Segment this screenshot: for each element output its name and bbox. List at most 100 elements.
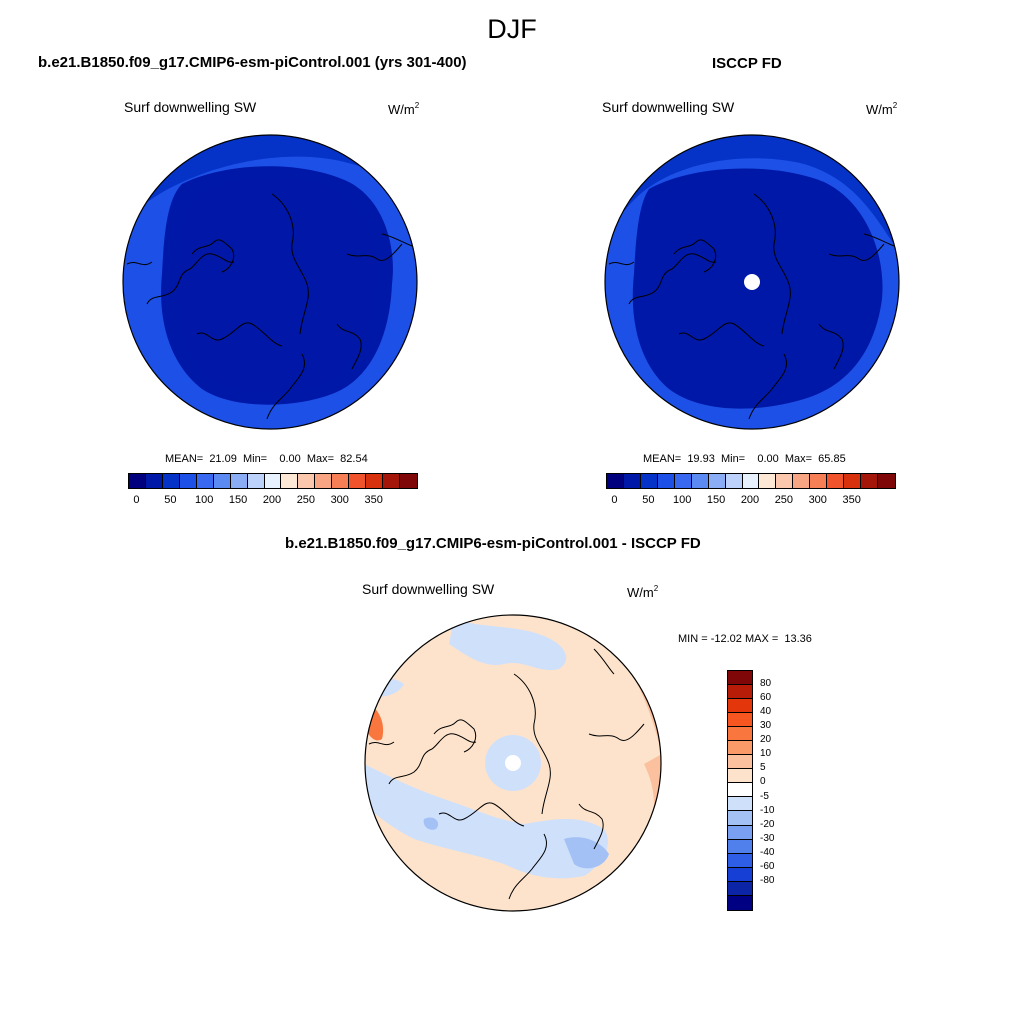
colorbar-tick-label: 50: [164, 494, 177, 506]
colorbar-tick-label: 200: [262, 494, 282, 506]
colorbar-tick-label: 250: [774, 494, 794, 506]
colorbar-tick-label: 10: [760, 748, 772, 760]
colorbar-tick-label: -30: [760, 832, 775, 844]
diff-colorbar-labels: 80 60 40 30 20 10 5 0 -5 -10 -20 -30 -40 -60 -80: [760, 670, 800, 909]
panel1-title: b.e21.B1850.f09_g17.CMIP6-esm-piControl.…: [38, 54, 467, 71]
colorbar-tick-label: 250: [296, 494, 316, 506]
colorbar-swatch: [728, 713, 752, 728]
colorbar-swatch: [674, 474, 692, 488]
colorbar-swatch: [640, 474, 658, 488]
colorbar-swatch: [213, 474, 231, 488]
panel1-colorbar: [128, 473, 418, 489]
colorbar-tick-label: 0: [133, 494, 140, 506]
colorbar-swatch: [728, 895, 752, 910]
colorbar-swatch: [728, 727, 752, 742]
panel2-polar-map: [604, 134, 900, 430]
panel1-stats: MEAN= 21.09 Min= 0.00 Max= 82.54: [165, 453, 368, 465]
colorbar-swatch: [145, 474, 163, 488]
panel2-colorbar-labels: 0 50 100 150 200 250 300 350: [606, 494, 894, 508]
colorbar-swatch: [728, 881, 752, 896]
colorbar-swatch: [691, 474, 709, 488]
colorbar-tick-label: 300: [330, 494, 349, 506]
diff-pole-hole: [505, 755, 521, 771]
colorbar-swatch: [728, 783, 752, 798]
colorbar-swatch: [728, 867, 752, 882]
colorbar-tick-label: 40: [760, 706, 772, 718]
colorbar-tick-label: 0: [760, 776, 766, 788]
colorbar-tick-label: 350: [842, 494, 861, 506]
colorbar-swatch: [728, 741, 752, 756]
colorbar-swatch: [844, 474, 862, 488]
colorbar-swatch: [129, 474, 146, 488]
colorbar-swatch: [708, 474, 726, 488]
colorbar-tick-label: -5: [760, 790, 769, 802]
colorbar-tick-label: -10: [760, 804, 775, 816]
colorbar-tick-label: 150: [228, 494, 248, 506]
colorbar-swatch: [810, 474, 828, 488]
colorbar-tick-label: 350: [364, 494, 383, 506]
colorbar-swatch: [264, 474, 282, 488]
diff-variable: Surf downwelling SW: [362, 581, 495, 597]
colorbar-swatch: [728, 825, 752, 840]
colorbar-swatch: [728, 685, 752, 700]
season-title: DJF: [487, 14, 537, 44]
panel2-pole-hole: [744, 274, 760, 290]
colorbar-tick-label: 20: [760, 734, 772, 746]
colorbar-tick-label: 30: [760, 720, 772, 732]
panel1-colorbar-labels: 0 50 100 150 200 250 300 350: [128, 494, 416, 508]
diff-title: b.e21.B1850.f09_g17.CMIP6-esm-piControl.…: [285, 535, 701, 552]
panel2-stats: MEAN= 19.93 Min= 0.00 Max= 65.85: [643, 453, 846, 465]
colorbar-tick-label: -40: [760, 846, 775, 858]
colorbar-tick-label: -20: [760, 818, 775, 830]
colorbar-tick-label: 80: [760, 678, 772, 690]
colorbar-swatch: [332, 474, 350, 488]
colorbar-swatch: [162, 474, 180, 488]
colorbar-swatch: [728, 853, 752, 868]
colorbar-swatch: [298, 474, 316, 488]
colorbar-swatch: [742, 474, 760, 488]
colorbar-tick-label: 100: [195, 494, 214, 506]
colorbar-swatch: [728, 839, 752, 854]
colorbar-swatch: [728, 797, 752, 812]
colorbar-swatch: [728, 699, 752, 714]
colorbar-tick-label: 200: [740, 494, 760, 506]
colorbar-tick-label: 50: [642, 494, 655, 506]
colorbar-swatch: [607, 474, 624, 488]
colorbar-tick-label: -80: [760, 874, 775, 886]
panel2-title: ISCCP FD: [712, 55, 782, 72]
colorbar-swatch: [728, 769, 752, 784]
diff-units: W/m2: [627, 584, 659, 600]
diff-colorbar: [727, 670, 753, 911]
colorbar-swatch: [315, 474, 333, 488]
panel1-coastlines: [126, 193, 413, 420]
colorbar-swatch: [878, 474, 895, 488]
colorbar-tick-label: 0: [611, 494, 618, 506]
colorbar-swatch: [196, 474, 214, 488]
colorbar-tick-label: 60: [760, 692, 772, 704]
colorbar-swatch: [366, 474, 384, 488]
panel1-polar-map: [122, 134, 418, 430]
colorbar-swatch: [759, 474, 777, 488]
colorbar-tick-label: 5: [760, 762, 766, 774]
colorbar-tick-label: 100: [673, 494, 692, 506]
colorbar-swatch: [657, 474, 675, 488]
colorbar-swatch: [728, 671, 752, 686]
panel2-units: W/m2: [866, 101, 898, 117]
colorbar-swatch: [728, 755, 752, 770]
panel1-variable: Surf downwelling SW: [124, 99, 257, 115]
colorbar-swatch: [827, 474, 845, 488]
colorbar-tick-label: -60: [760, 860, 775, 872]
colorbar-tick-label: 300: [808, 494, 827, 506]
diff-stats: MIN = -12.02 MAX = 13.36: [678, 633, 812, 645]
colorbar-swatch: [776, 474, 794, 488]
colorbar-swatch: [247, 474, 265, 488]
colorbar-swatch: [230, 474, 248, 488]
colorbar-swatch: [725, 474, 743, 488]
colorbar-swatch: [793, 474, 811, 488]
panel1-units: W/m2: [388, 101, 420, 117]
panel2-variable: Surf downwelling SW: [602, 99, 735, 115]
panel1-upper-band: [123, 135, 417, 224]
diff-polar-map: [364, 614, 662, 912]
panel2-coastlines: [608, 193, 895, 420]
diff-coastlines: [368, 648, 645, 900]
